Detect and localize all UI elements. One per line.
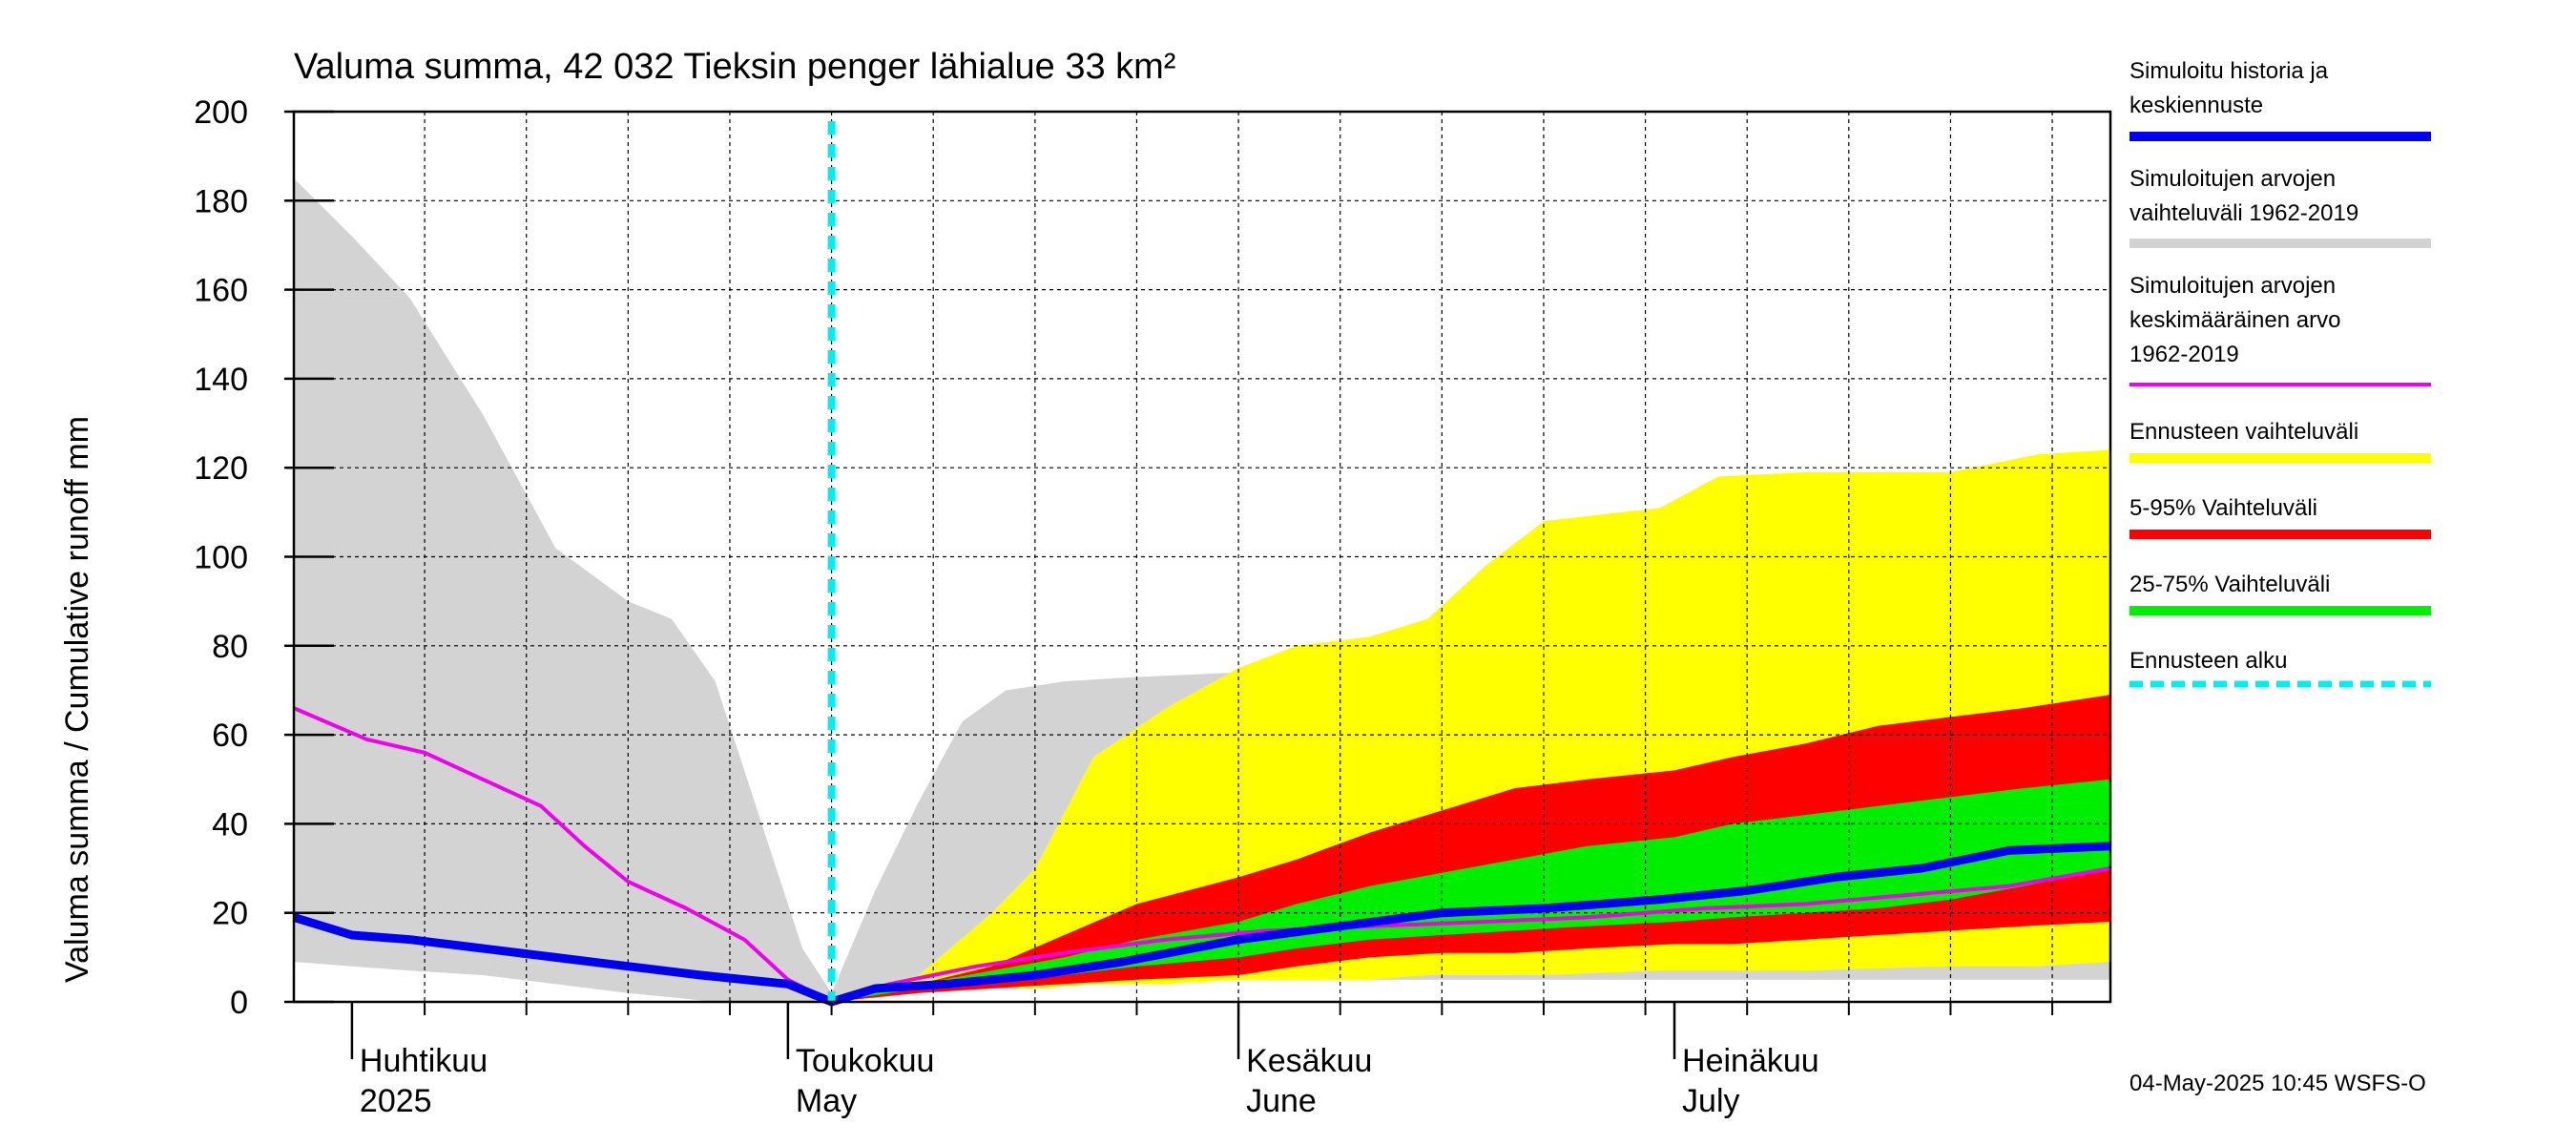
series-simuloitu-historia-ja-keskiennuste: [292, 842, 2111, 1007]
y-tick-label: 140: [194, 362, 248, 398]
axes: 0 20 40 60 80 100 120 140 160 180 200 Huhtikuu 2025 T…: [194, 94, 2112, 1119]
y-tick-label: 20: [212, 896, 248, 932]
legend-label: 5-95% Vaihteluväli: [2129, 495, 2317, 521]
legend-item-5: 5-95% Vaihteluväli: [2129, 495, 2431, 539]
y-tick-label: 40: [212, 806, 248, 843]
x-month-label: Toukokuu: [796, 1043, 935, 1079]
y-tick-label: 100: [194, 540, 248, 576]
legend-item-1: Simuloitu historia ja keskiennuste: [2129, 58, 2431, 141]
legend-label: Simuloitujen arvojen: [2129, 273, 2336, 299]
legend-label: 1962-2019: [2129, 342, 2239, 367]
legend-label: Simuloitu historia ja: [2129, 58, 2329, 84]
legend-label: 25-75% Vaihteluväli: [2129, 572, 2330, 597]
y-tick-label: 180: [194, 183, 248, 219]
legend-label: Simuloitujen arvojen: [2129, 166, 2336, 192]
y-tick-label: 80: [212, 629, 248, 665]
legend-item-6: 25-75% Vaihteluväli: [2129, 572, 2431, 615]
series-5-95-vaihteluv-li: [831, 695, 2110, 1002]
chart-title: Valuma summa, 42 032 Tieksin penger lähi…: [294, 47, 1175, 87]
x-month-sublabel: May: [796, 1083, 857, 1119]
series-simuloitujen-arvojen-keskim-r-inen-arvo-1962-2019: [293, 706, 2111, 1004]
legend-label: keskiennuste: [2129, 93, 2263, 118]
y-tick-label: 160: [194, 273, 248, 309]
legend-label: Ennusteen alku: [2129, 648, 2287, 674]
series-25-75-vaihteluv-li: [831, 779, 2110, 1002]
x-month-sublabel: July: [1682, 1083, 1739, 1119]
grid-lines: [294, 112, 2110, 1002]
legend: Simuloitu historia jakeskiennusteSimuloi…: [2129, 58, 2431, 688]
x-month-label: Huhtikuu: [360, 1043, 488, 1079]
x-month-sublabel: 2025: [360, 1083, 432, 1119]
x-month-label: Heinäkuu: [1682, 1043, 1819, 1079]
x-month-sublabel: June: [1246, 1083, 1317, 1119]
legend-label: keskimääräinen arvo: [2129, 307, 2340, 333]
y-tick-label: 120: [194, 450, 248, 487]
y-tick-label: 0: [230, 985, 248, 1021]
y-axis-label: Valuma summa / Cumulative runoff mm: [59, 416, 95, 983]
y-tick-label: 60: [212, 718, 248, 754]
legend-item-7: Ennusteen alku: [2129, 648, 2431, 688]
legend-label: vaihteluväli 1962-2019: [2129, 200, 2358, 226]
plot-area: [292, 112, 2111, 1007]
legend-item-4: Ennusteen vaihteluväli: [2129, 419, 2431, 463]
legend-item-2: Simuloitujen arvojen vaihteluväli 1962-20…: [2129, 166, 2431, 248]
legend-label: Ennusteen vaihteluväli: [2129, 419, 2358, 445]
footer-timestamp: 04-May-2025 10:45 WSFS-O: [2129, 1071, 2426, 1096]
y-tick-label: 200: [194, 94, 248, 131]
x-month-label: Kesäkuu: [1246, 1043, 1372, 1079]
